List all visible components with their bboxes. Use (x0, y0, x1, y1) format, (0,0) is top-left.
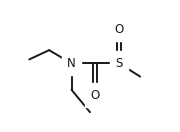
Text: S: S (115, 57, 123, 70)
Text: N: N (67, 57, 76, 70)
Text: O: O (91, 89, 100, 102)
Text: O: O (114, 23, 124, 36)
